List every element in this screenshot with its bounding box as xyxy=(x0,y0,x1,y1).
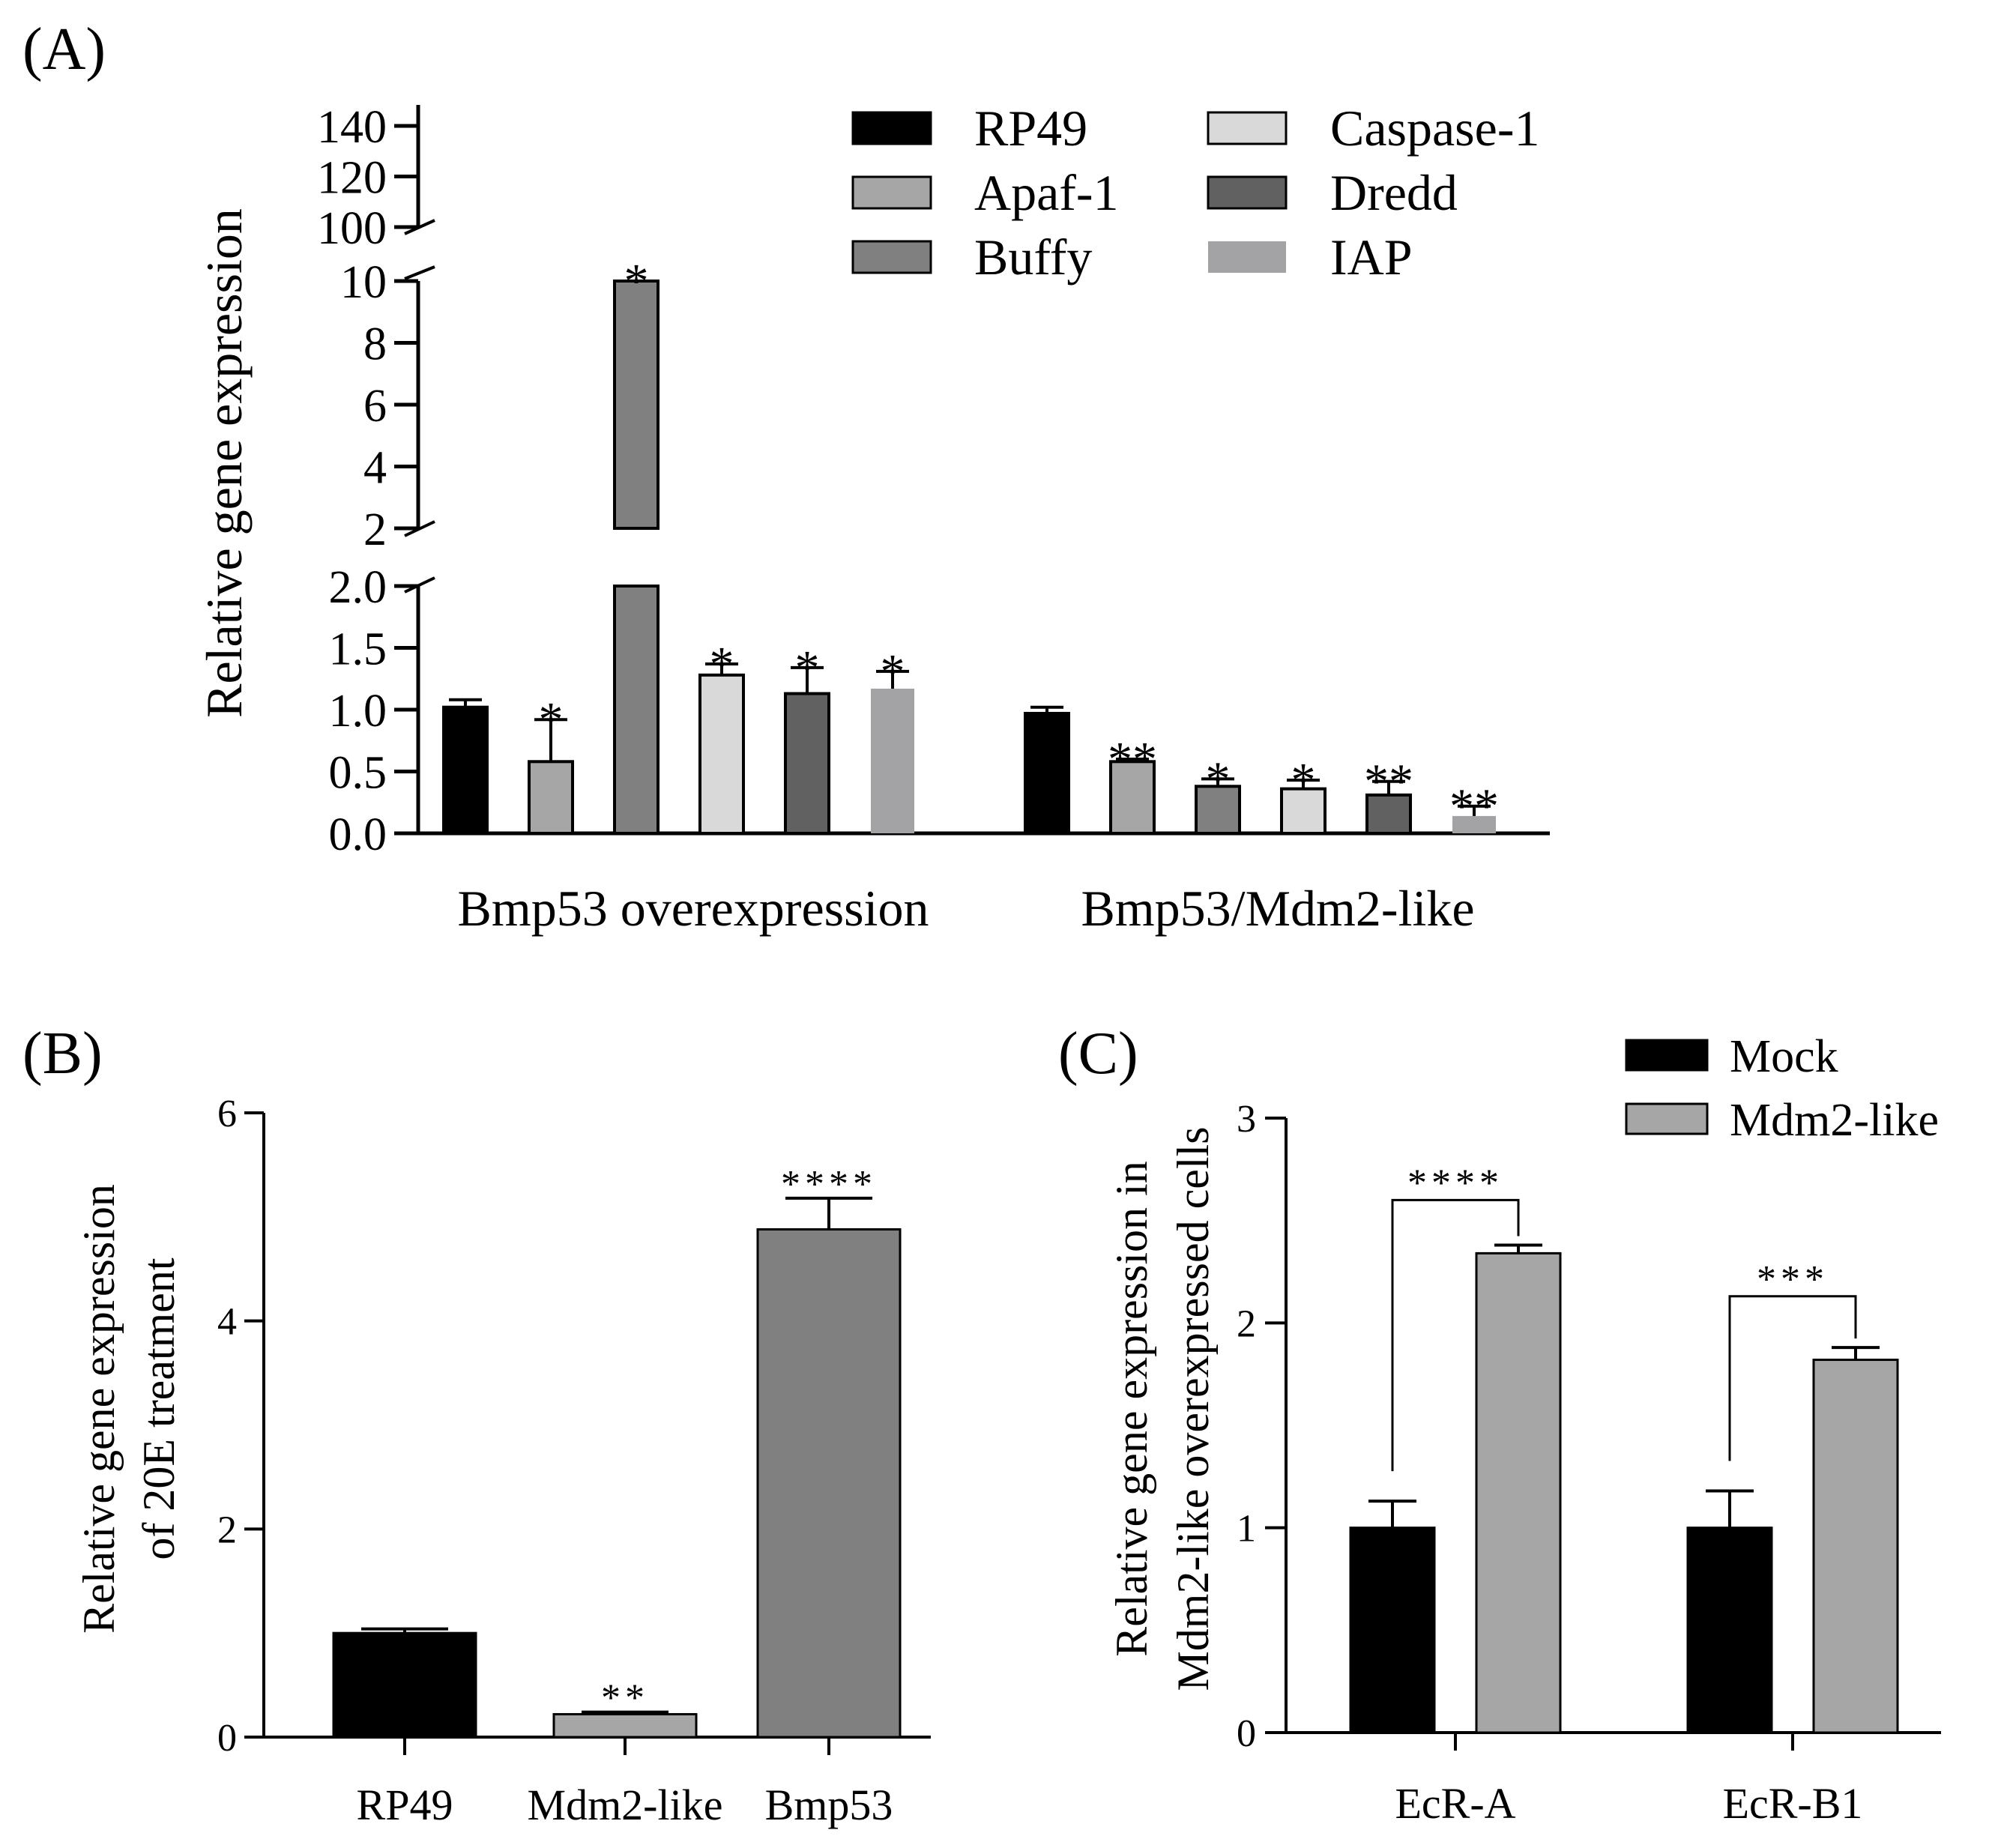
c-bracket-significance-1: *** xyxy=(1757,1258,1829,1301)
a-bar-buffy-g0-significance: * xyxy=(624,254,649,309)
a-tick-label-8: 8 xyxy=(363,319,387,370)
a-tick-label-120: 120 xyxy=(317,153,387,204)
panel-a-category-0: Bmp53 overexpression xyxy=(458,880,929,937)
b-tick-label-4: 4 xyxy=(217,1301,237,1344)
legend-label-rp49: RP49 xyxy=(974,100,1087,157)
axis-a-break-1 xyxy=(404,520,435,537)
axis-a-break-2 xyxy=(404,265,435,280)
a-tick-label-0.0: 0.0 xyxy=(329,809,387,860)
c-bar-mdm2like-ecrb1 xyxy=(1812,1359,1899,1734)
c-bracket-1 xyxy=(1728,1295,1857,1461)
panel-c-label: (C) xyxy=(1058,1021,1138,1087)
a-bar-caspase1-g0-significance: * xyxy=(710,637,734,692)
a-tick-label-1.0: 1.0 xyxy=(329,686,387,737)
b-category-0: RP49 xyxy=(357,1781,453,1829)
axis-a-break-3 xyxy=(404,219,435,235)
legend-swatch-buffy xyxy=(851,240,932,274)
a-bar-dredd-g0 xyxy=(784,692,830,835)
c-bracket-significance-0: **** xyxy=(1407,1162,1503,1204)
a-bar-rp49-g0 xyxy=(442,705,489,836)
b-bar-mdm2like-significance: ** xyxy=(601,1677,649,1720)
a-bar-caspase1-g1 xyxy=(1280,787,1327,835)
c-tick-label-3: 3 xyxy=(1237,1098,1256,1141)
a-bar-iap-g0-significance: * xyxy=(881,644,905,699)
a-bar-apaf1-g1-significance: ** xyxy=(1108,732,1157,787)
b-tick-label-0: 0 xyxy=(217,1717,237,1760)
c-bar-mdm2like-ecra xyxy=(1475,1251,1562,1734)
a-bar-iap-g0 xyxy=(871,688,914,833)
b-bar-rp49 xyxy=(332,1631,477,1739)
c-bar-mock-ecra xyxy=(1349,1527,1436,1734)
a-bar-dredd-g1-significance: ** xyxy=(1364,755,1413,809)
panel-c-legend: Mock Mdm2-like xyxy=(1625,1031,1939,1146)
b-tick-label-6: 6 xyxy=(217,1093,237,1135)
panel-a-label: (A) xyxy=(22,16,106,82)
a-bar-apaf1-g0-significance: * xyxy=(539,692,564,747)
a-tick-label-2.0: 2.0 xyxy=(329,562,387,613)
legend-label-buffy: Buffy xyxy=(974,229,1092,286)
a-bar-buffy-g1-significance: * xyxy=(1206,752,1231,806)
c-bar-mock-ecrb1 xyxy=(1686,1527,1773,1734)
a-tick-label-6: 6 xyxy=(363,381,387,432)
legend-label-mdm2-like: Mdm2-like xyxy=(1730,1095,1939,1146)
a-bar-dredd-g0-significance: * xyxy=(795,641,820,695)
c-tick-label-1: 1 xyxy=(1237,1508,1256,1550)
panel-b-bars: ****** xyxy=(332,1163,902,1739)
a-bar-caspase1-g1-significance: * xyxy=(1291,753,1316,808)
a-bar-apaf1-g1 xyxy=(1109,760,1156,835)
legend-swatch-rp49 xyxy=(851,111,932,145)
b-category-2: Bmp53 xyxy=(765,1781,893,1829)
legend-label-mock: Mock xyxy=(1730,1031,1838,1082)
a-bar-iap-g1 xyxy=(1452,815,1496,833)
legend-swatch-dredd xyxy=(1207,175,1288,210)
a-bar-apaf1-g0 xyxy=(528,760,574,835)
panel-b: (B) 0 2 4 6 RP49 Mdm2-like Bmp53 Relative gene… xyxy=(22,1021,931,1829)
a-tick-label-2: 2 xyxy=(363,504,387,555)
a-tick-label-4: 4 xyxy=(363,443,387,494)
c-category-0: EcR-A xyxy=(1395,1779,1515,1828)
panel-a-legend: RP49 Apaf-1 Buffy Caspase-1 Dredd IAP xyxy=(851,100,1539,286)
legend-swatch-caspase1 xyxy=(1207,111,1288,145)
a-bar-buffy-g0-upper xyxy=(613,280,660,530)
a-bar-caspase1-g0 xyxy=(698,673,745,835)
panel-b-label: (B) xyxy=(22,1021,103,1087)
a-tick-label-140: 140 xyxy=(317,102,387,153)
b-bar-bmp53 xyxy=(756,1228,902,1739)
legend-swatch-iap xyxy=(1208,241,1286,273)
panel-c-y-axis-label-line1: Relative gene expression in xyxy=(1107,1161,1156,1656)
legend-label-iap: IAP xyxy=(1330,229,1413,286)
legend-label-caspase1: Caspase-1 xyxy=(1330,100,1539,157)
a-bar-buffy-g0-lower xyxy=(613,585,660,835)
panel-a-bars: ************* xyxy=(442,254,1499,836)
a-bar-iap-g1-significance: ** xyxy=(1449,779,1499,834)
panel-c: (C) 0 1 2 3 EcR-A EcR-B1 Relative gene expres… xyxy=(1058,1021,1941,1828)
a-bar-rp49-g1 xyxy=(1024,711,1070,836)
panel-a-category-1: Bmp53/Mdm2-like xyxy=(1081,880,1474,937)
c-tick-label-2: 2 xyxy=(1237,1302,1256,1345)
c-category-1: EcR-B1 xyxy=(1723,1779,1863,1828)
panel-c-bars: ******* xyxy=(1349,1162,1899,1734)
panel-b-y-axis-label-line2: of 20E treatment xyxy=(134,1257,184,1560)
a-tick-label-1.5: 1.5 xyxy=(329,624,387,675)
legend-swatch-mock xyxy=(1625,1039,1709,1072)
legend-swatch-mdm2-like xyxy=(1625,1102,1709,1135)
legend-label-dredd: Dredd xyxy=(1330,164,1458,221)
panel-b-y-axis-label-line1: Relative gene expression xyxy=(74,1184,124,1634)
c-bracket-0 xyxy=(1391,1198,1520,1472)
legend-swatch-apaf1 xyxy=(851,175,932,210)
b-category-1: Mdm2-like xyxy=(528,1781,723,1829)
panel-a-y-axis-label: Relative gene expression xyxy=(196,208,253,718)
b-tick-label-2: 2 xyxy=(217,1509,237,1551)
legend-label-apaf1: Apaf-1 xyxy=(974,164,1119,221)
a-tick-label-0.5: 0.5 xyxy=(329,748,387,799)
axis-a-break-0 xyxy=(404,576,435,594)
panel-c-y-axis-label-line2: Mdm2-like overexpressed cells xyxy=(1168,1126,1218,1691)
a-tick-label-100: 100 xyxy=(317,203,387,254)
b-bar-bmp53-significance: **** xyxy=(781,1163,877,1206)
c-tick-label-0: 0 xyxy=(1237,1712,1256,1755)
a-tick-label-10: 10 xyxy=(340,257,387,308)
